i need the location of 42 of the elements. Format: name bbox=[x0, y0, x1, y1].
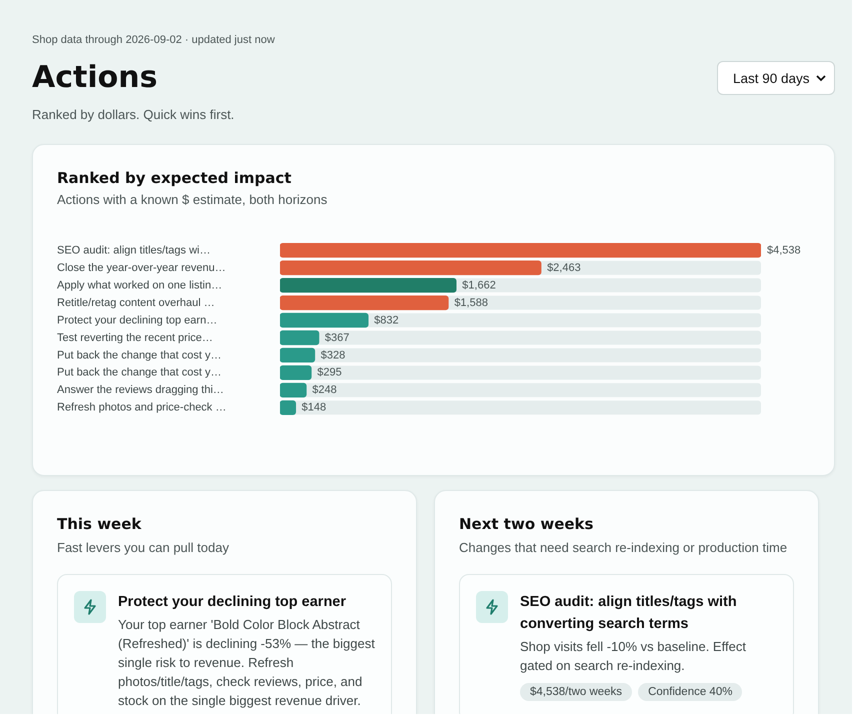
text: Actions bbox=[32, 60, 158, 95]
chart-subtitle: Actions with a known $ estimate, both horizons bbox=[57, 192, 328, 207]
bar bbox=[280, 330, 320, 346]
y-tick-label: Put back the change that cost y… bbox=[57, 366, 222, 379]
bar bbox=[280, 382, 307, 398]
text: Protect your declining top earner bbox=[118, 593, 348, 612]
data-label: $295 bbox=[317, 366, 342, 379]
data-label: $1,588 bbox=[454, 296, 488, 309]
data-label: $832 bbox=[374, 314, 399, 326]
text: Your top earner 'Bold Color Block Abstract (Refreshed)' is declining -53% — the biggest single risk to revenue. Refresh photos/title/tags, check reviews, price, and stock on the single biggest revenue driver. bbox=[118, 616, 375, 710]
text: Changes that need search re-indexing or production time bbox=[459, 539, 788, 557]
bar bbox=[280, 312, 369, 328]
text: Confidence 40% bbox=[638, 683, 742, 701]
text: Fast levers you can pull today bbox=[57, 539, 230, 557]
data-label: $248 bbox=[312, 384, 337, 396]
text: Next two weeks bbox=[459, 515, 594, 533]
dropdown: Last 90 days bbox=[717, 61, 835, 95]
data-label: $328 bbox=[320, 349, 346, 362]
data-label: $2,463 bbox=[547, 262, 581, 274]
bar bbox=[280, 400, 296, 415]
y-tick-label: Close the year-over-year revenu… bbox=[57, 262, 226, 274]
y-tick-label: SEO audit: align titles/tags wi… bbox=[57, 244, 210, 256]
text: Ranked by dollars. Quick wins first. bbox=[32, 107, 236, 122]
data-label: $367 bbox=[324, 332, 350, 344]
y-tick-label: Apply what worked on one listin… bbox=[57, 279, 222, 292]
chart-title: Ranked by expected impact bbox=[57, 169, 292, 187]
text: This week bbox=[57, 515, 142, 533]
text: Shop data through 2026-09-02 · updated just now bbox=[32, 34, 276, 46]
y-tick-label: Test reverting the recent price… bbox=[57, 332, 213, 344]
data-label: $1,662 bbox=[462, 279, 496, 292]
bar bbox=[280, 365, 312, 380]
y-tick-label: Refresh photos and price-check … bbox=[57, 402, 226, 414]
y-tick-label: Put back the change that cost y… bbox=[57, 349, 222, 362]
y-tick-label: Answer the reviews dragging thi… bbox=[57, 384, 224, 396]
bar bbox=[280, 348, 316, 363]
text: Shop visits fell -10% vs baseline. Effect gated on search re-indexing. bbox=[520, 638, 747, 675]
data-label: $148 bbox=[302, 402, 326, 414]
data-label: $4,538 bbox=[767, 244, 801, 256]
y-tick-label: Retitle/retag content overhaul … bbox=[57, 296, 215, 309]
text: $4,538/two weeks bbox=[520, 683, 632, 701]
y-tick-label: Protect your declining top earn… bbox=[57, 314, 218, 326]
text: SEO audit: align titles/tags with converting search terms bbox=[520, 593, 738, 634]
